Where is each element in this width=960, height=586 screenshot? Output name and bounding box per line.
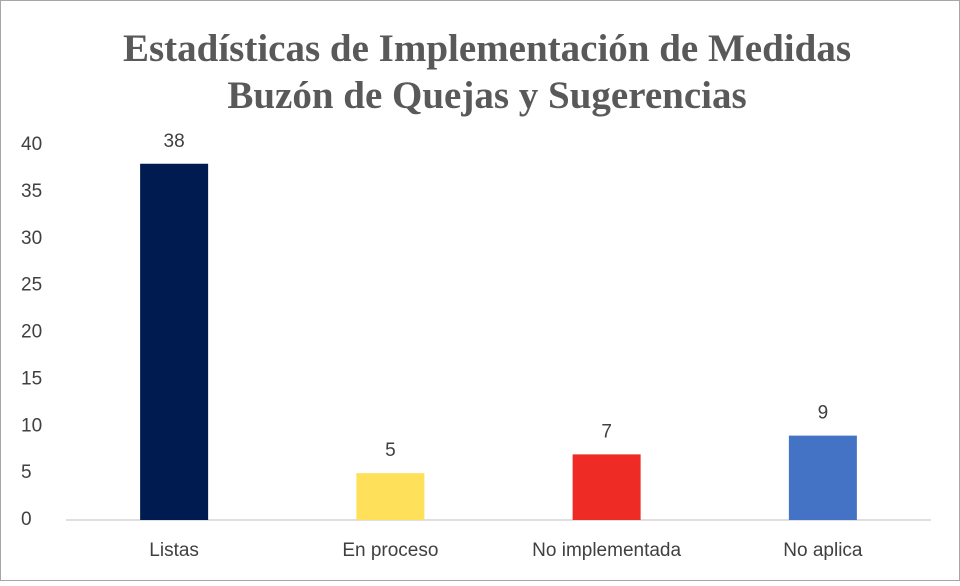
bar xyxy=(356,473,425,520)
data-label: 38 xyxy=(164,131,185,152)
data-label: 9 xyxy=(818,403,829,424)
data-label: 5 xyxy=(385,440,396,461)
y-tick-label: 40 xyxy=(21,134,42,155)
x-tick-label: No implementada xyxy=(532,540,681,561)
chart-title: Estadísticas de Implementación de Medida… xyxy=(123,27,851,70)
y-tick-label: 25 xyxy=(21,275,42,296)
y-tick-label: 5 xyxy=(21,462,32,483)
x-tick-label: En proceso xyxy=(342,540,438,561)
x-tick-label: Listas xyxy=(149,540,199,561)
data-label: 7 xyxy=(601,421,612,442)
x-tick-label: No aplica xyxy=(783,540,863,561)
y-tick-label: 15 xyxy=(21,368,42,389)
y-tick-label: 20 xyxy=(21,322,42,343)
y-tick-label: 0 xyxy=(21,509,32,530)
y-tick-label: 10 xyxy=(21,415,42,436)
chart-title: Buzón de Quejas y Sugerencias xyxy=(227,74,746,117)
y-tick-label: 35 xyxy=(21,181,42,202)
y-tick-label: 30 xyxy=(21,228,42,249)
bar xyxy=(572,454,641,520)
bar xyxy=(140,163,209,520)
bar xyxy=(788,435,857,520)
